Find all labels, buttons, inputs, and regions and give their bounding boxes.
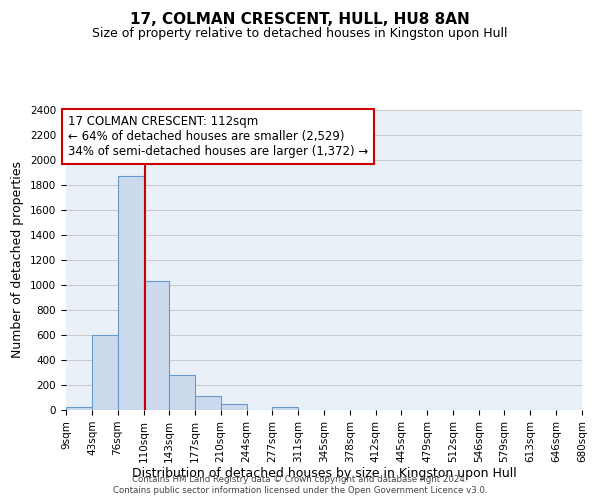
Text: Size of property relative to detached houses in Kingston upon Hull: Size of property relative to detached ho… xyxy=(92,28,508,40)
X-axis label: Distribution of detached houses by size in Kingston upon Hull: Distribution of detached houses by size … xyxy=(131,468,517,480)
Bar xyxy=(169,375,195,410)
Text: Contains public sector information licensed under the Open Government Licence v3: Contains public sector information licen… xyxy=(113,486,487,495)
Bar xyxy=(92,335,118,410)
Bar xyxy=(221,404,247,410)
Text: 17, COLMAN CRESCENT, HULL, HU8 8AN: 17, COLMAN CRESCENT, HULL, HU8 8AN xyxy=(130,12,470,28)
Text: Contains HM Land Registry data © Crown copyright and database right 2024.: Contains HM Land Registry data © Crown c… xyxy=(132,475,468,484)
Text: 17 COLMAN CRESCENT: 112sqm
← 64% of detached houses are smaller (2,529)
34% of s: 17 COLMAN CRESCENT: 112sqm ← 64% of deta… xyxy=(68,115,368,158)
Bar xyxy=(143,281,169,410)
Bar xyxy=(66,407,92,410)
Bar xyxy=(118,176,143,410)
Bar xyxy=(195,396,221,410)
Bar xyxy=(272,407,298,410)
Y-axis label: Number of detached properties: Number of detached properties xyxy=(11,162,25,358)
